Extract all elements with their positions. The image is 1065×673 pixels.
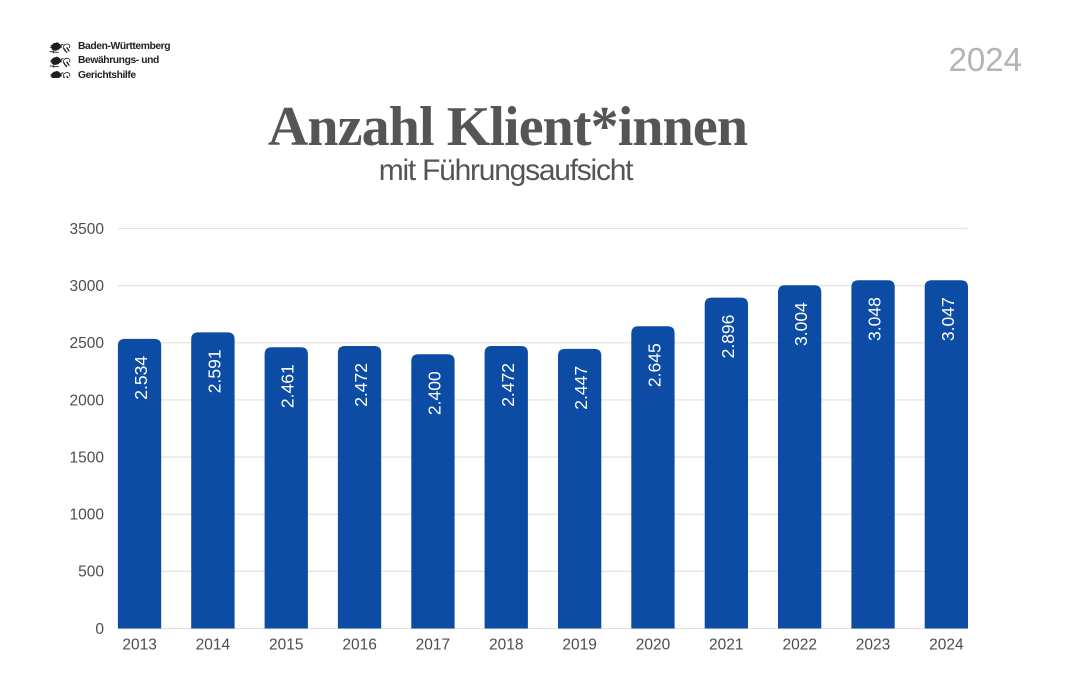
svg-text:2017: 2017 <box>416 637 450 654</box>
svg-text:2.472: 2.472 <box>351 363 371 407</box>
svg-text:2019: 2019 <box>562 637 596 654</box>
svg-text:3.004: 3.004 <box>791 302 811 346</box>
svg-text:2023: 2023 <box>856 637 890 654</box>
svg-text:1000: 1000 <box>70 507 105 524</box>
svg-text:2018: 2018 <box>489 637 523 654</box>
svg-text:3.048: 3.048 <box>865 297 885 341</box>
svg-text:2014: 2014 <box>196 637 231 654</box>
svg-text:3.047: 3.047 <box>938 297 958 341</box>
svg-text:2.645: 2.645 <box>645 343 665 387</box>
svg-text:2021: 2021 <box>709 637 743 654</box>
svg-text:2000: 2000 <box>70 392 105 409</box>
svg-text:2.461: 2.461 <box>278 364 298 408</box>
svg-text:2024: 2024 <box>929 637 964 654</box>
svg-text:2.591: 2.591 <box>204 349 224 393</box>
svg-text:1500: 1500 <box>70 449 105 466</box>
svg-text:2016: 2016 <box>342 637 376 654</box>
svg-text:2.472: 2.472 <box>498 363 518 407</box>
svg-text:0: 0 <box>95 621 104 638</box>
svg-text:3500: 3500 <box>70 221 105 238</box>
svg-text:500: 500 <box>78 564 104 581</box>
svg-text:2.447: 2.447 <box>571 366 591 410</box>
svg-text:2022: 2022 <box>782 637 816 654</box>
svg-text:3000: 3000 <box>70 278 105 295</box>
svg-text:2020: 2020 <box>636 637 671 654</box>
svg-text:2.400: 2.400 <box>424 371 444 415</box>
svg-text:2013: 2013 <box>122 637 156 654</box>
svg-text:2500: 2500 <box>70 335 105 352</box>
svg-text:2015: 2015 <box>269 637 303 654</box>
svg-text:2.534: 2.534 <box>131 356 151 400</box>
svg-text:2.896: 2.896 <box>718 315 738 359</box>
